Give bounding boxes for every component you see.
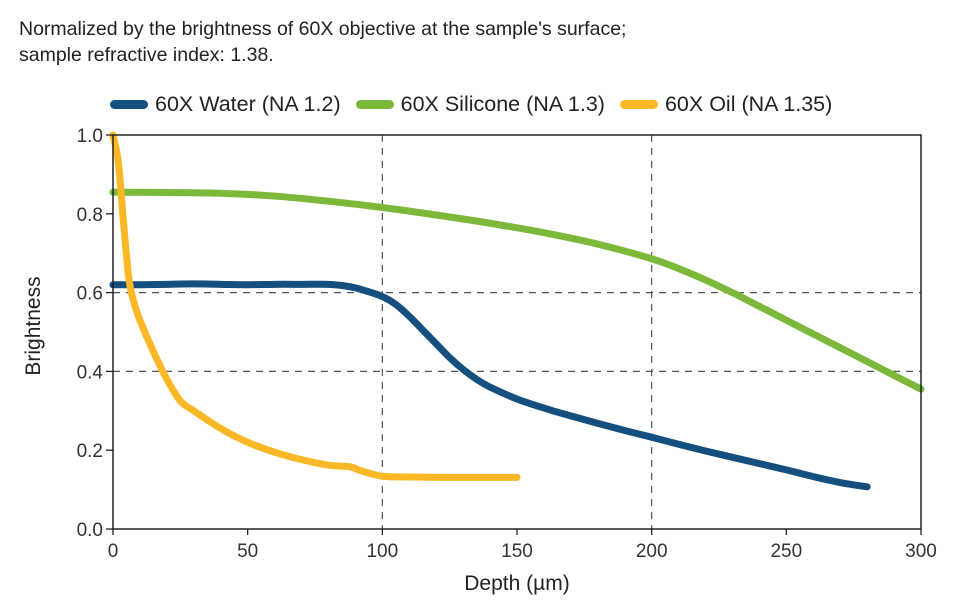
axes: 0.0 0.2 0.4 0.6 0.8 1.0 0 50 100 150 200 250 300 bbox=[77, 126, 937, 562]
series-line-silicone bbox=[109, 188, 925, 393]
x-tick-label: 200 bbox=[636, 541, 668, 562]
x-tick-label: 300 bbox=[905, 541, 937, 562]
legend-item-oil: 60X Oil (NA 1.35) bbox=[619, 92, 833, 117]
subtitle-line-2: sample refractive index: 1.38. bbox=[19, 44, 274, 66]
legend-swatch-water bbox=[110, 100, 148, 109]
chart-subtitle: Normalized by the brightness of 60X obje… bbox=[19, 16, 626, 68]
legend-label-oil: 60X Oil (NA 1.35) bbox=[664, 92, 833, 116]
y-tick-label: 1.0 bbox=[77, 126, 103, 147]
x-tick-label: 150 bbox=[501, 541, 533, 562]
series-lines bbox=[109, 131, 925, 491]
x-tick-label: 100 bbox=[366, 541, 398, 562]
legend-label-water: 60X Water (NA 1.2) bbox=[155, 92, 341, 116]
legend-item-water: 60X Water (NA 1.2) bbox=[110, 92, 341, 117]
grid-lines bbox=[113, 135, 921, 529]
x-tick-label: 250 bbox=[770, 541, 802, 562]
legend-label-silicone: 60X Silicone (NA 1.3) bbox=[400, 92, 605, 116]
x-tick-label: 50 bbox=[237, 541, 258, 562]
y-tick-label: 0.4 bbox=[77, 362, 104, 383]
series-line-oil bbox=[109, 131, 521, 481]
y-tick-label: 0.8 bbox=[77, 205, 103, 226]
legend-swatch-silicone bbox=[355, 100, 394, 109]
y-tick-label: 0.6 bbox=[77, 284, 103, 305]
y-tick-label: 0.2 bbox=[77, 441, 103, 462]
y-tick-label: 0.0 bbox=[77, 520, 103, 541]
x-axis-title: Depth (µm) bbox=[464, 572, 569, 595]
legend-swatch-oil bbox=[619, 100, 658, 109]
legend-item-silicone: 60X Silicone (NA 1.3) bbox=[355, 92, 605, 117]
legend: 60X Water (NA 1.2) 60X Silicone (NA 1.3)… bbox=[110, 92, 847, 117]
subtitle-line-1: Normalized by the brightness of 60X obje… bbox=[19, 18, 627, 40]
x-tick-label: 0 bbox=[108, 541, 119, 562]
series-line-water bbox=[109, 280, 871, 491]
y-axis-title: Brightness bbox=[22, 276, 45, 375]
